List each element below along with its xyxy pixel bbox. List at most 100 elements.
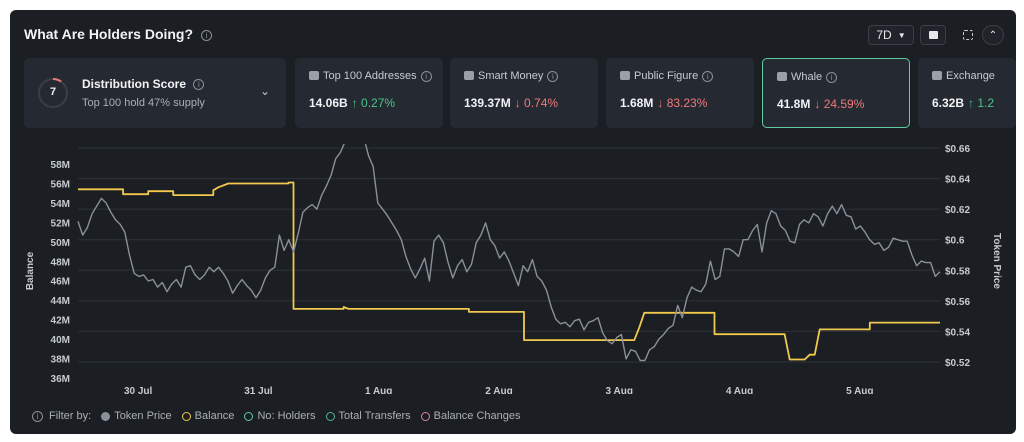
panel-title: What Are Holders Doing? i <box>24 26 212 42</box>
score-value: 7 <box>49 86 57 98</box>
y-left-tick-label: 46M <box>51 277 70 288</box>
y-right-tick-label: $0.54 <box>945 327 970 338</box>
stat-card-whale[interactable]: Whale i 41.8M ↓ 24.59% <box>762 58 910 128</box>
info-icon[interactable]: i <box>420 70 432 82</box>
stat-card-change: ↑ 1.2 <box>968 96 995 110</box>
info-icon[interactable]: i <box>702 70 714 82</box>
stat-card-label: Exchange <box>932 70 995 82</box>
stat-card-label-text: Whale <box>791 71 823 83</box>
chevron-up-icon: ⌃ <box>988 29 998 41</box>
legend-label: Balance <box>194 410 235 422</box>
smart-money-icon <box>464 71 474 80</box>
expand-button[interactable] <box>958 25 978 45</box>
legend-item-token-price[interactable]: Token Price <box>101 410 172 422</box>
legend-label: Balance Changes <box>433 410 521 422</box>
filter-label: i Filter by: <box>32 410 91 422</box>
stat-card-label: Whale i <box>777 71 838 83</box>
legend-item-total-transfers[interactable]: Total Transfers <box>325 410 411 422</box>
legend-marker <box>181 411 191 421</box>
series-line-token-price <box>77 144 941 362</box>
y-left-tick-label: 38M <box>51 355 70 366</box>
stat-card-change: ↑ 0.27% <box>351 96 396 110</box>
holders-panel: What Are Holders Doing? i 7D ▼ ⌃ 7 Distr… <box>10 10 1016 434</box>
y-right-axis-label: Token Price <box>991 233 1002 289</box>
x-tick-label: 2 Aug <box>485 386 512 394</box>
stat-card-value-text: 14.06B <box>309 96 348 110</box>
y-left-tick-label: 54M <box>51 199 70 210</box>
legend-marker <box>420 411 430 421</box>
stat-card-value-text: 41.8M <box>777 97 811 111</box>
x-tick-label: 5 Aug <box>846 386 873 394</box>
stat-card-exchange[interactable]: Exchange 6.32B ↑ 1.2 <box>918 58 1016 128</box>
legend-marker <box>244 411 254 421</box>
stat-card-label-text: Public Figure <box>634 70 699 82</box>
y-right-tick-label: $0.56 <box>945 297 970 308</box>
time-range-label: 7D <box>876 28 892 42</box>
info-icon[interactable]: i <box>547 70 559 82</box>
y-left-tick-label: 40M <box>51 335 70 346</box>
distribution-sub: Top 100 hold 47% supply <box>82 97 205 109</box>
filter-label-text: Filter by: <box>49 410 92 422</box>
legend-label: Total Transfers <box>338 410 411 422</box>
stat-card-value: 1.68M ↓ 83.23% <box>620 96 707 110</box>
distribution-score-card[interactable]: 7 Distribution Score i Top 100 hold 47% … <box>24 58 286 128</box>
y-right-tick-label: $0.64 <box>945 175 970 186</box>
series-line-balance <box>78 181 940 361</box>
stat-card-label: Smart Money i <box>464 70 559 82</box>
y-left-tick-label: 50M <box>51 238 70 249</box>
distribution-score-text: Distribution Score <box>82 77 187 91</box>
x-tick-label: 4 Aug <box>726 386 753 394</box>
stat-card-value: 41.8M ↓ 24.59% <box>777 97 864 111</box>
expand-icon <box>963 30 973 40</box>
stat-card-change: ↓ 24.59% <box>814 97 865 111</box>
legend-item-balance-changes[interactable]: Balance Changes <box>420 410 521 422</box>
caret-down-icon: ▼ <box>897 30 906 40</box>
legend: i Filter by: Token Price Balance No: Holde… <box>32 410 521 422</box>
stat-card-label-text: Top 100 Addresses <box>323 70 417 82</box>
legend-marker <box>325 411 335 421</box>
time-range-dropdown[interactable]: 7D ▼ <box>868 25 914 45</box>
stat-card-label-text: Exchange <box>946 70 995 82</box>
stat-card-value: 139.37M ↓ 0.74% <box>464 96 558 110</box>
stat-card-change: ↓ 83.23% <box>657 96 708 110</box>
public-figure-icon <box>620 71 630 80</box>
score-gauge <box>38 77 68 108</box>
calendar-button[interactable] <box>920 25 946 45</box>
y-left-tick-label: 44M <box>51 296 70 307</box>
info-icon[interactable]: i <box>200 29 212 41</box>
stat-card-label: Public Figure i <box>620 70 714 82</box>
chevron-down-icon[interactable]: ⌄ <box>260 84 271 98</box>
x-tick-label: 1 Aug <box>365 386 392 394</box>
y-right-tick-label: $0.6 <box>945 236 965 247</box>
y-right-tick-label: $0.52 <box>945 358 970 369</box>
stat-card-value-text: 139.37M <box>464 96 511 110</box>
y-left-tick-label: 56M <box>51 179 70 190</box>
y-left-tick-label: 52M <box>51 218 70 229</box>
whale-icon <box>777 72 787 81</box>
legend-label: Token Price <box>114 410 172 422</box>
stat-card-label-text: Smart Money <box>478 70 544 82</box>
info-icon[interactable]: i <box>826 71 838 83</box>
legend-item-no-holders[interactable]: No: Holders <box>244 410 316 422</box>
collapse-button[interactable]: ⌃ <box>982 25 1004 45</box>
y-right-tick-label: $0.62 <box>945 205 970 216</box>
distribution-score-label: Distribution Score i <box>82 77 205 91</box>
info-icon[interactable]: i <box>193 79 205 91</box>
y-left-tick-label: 42M <box>51 316 70 327</box>
exchange-icon <box>932 71 942 80</box>
legend-label: No: Holders <box>257 410 316 422</box>
stat-card-label: Top 100 Addresses i <box>309 70 432 82</box>
y-right-tick-label: $0.66 <box>945 144 970 155</box>
legend-item-balance[interactable]: Balance <box>181 410 235 422</box>
legend-marker <box>101 411 111 421</box>
stat-card-smart-money[interactable]: Smart Money i 139.37M ↓ 0.74% <box>450 58 598 128</box>
stat-card-change: ↓ 0.74% <box>514 96 559 110</box>
y-left-tick-label: 58M <box>51 160 70 171</box>
stat-card-public-figure[interactable]: Public Figure i 1.68M ↓ 83.23% <box>606 58 754 128</box>
holders-chart: $0.52 $0.54 $0.56 $0.58 $0.6 $0.62 $0.64 $0.66 3… <box>25 144 1002 394</box>
stat-card-top-100-addresses[interactable]: Top 100 Addresses i 14.06B ↑ 0.27% <box>295 58 443 128</box>
y-left-tick-label: 48M <box>51 257 70 268</box>
info-icon: i <box>32 410 43 422</box>
y-left-tick-label: 36M <box>51 374 70 385</box>
x-tick-label: 3 Aug <box>606 386 633 394</box>
